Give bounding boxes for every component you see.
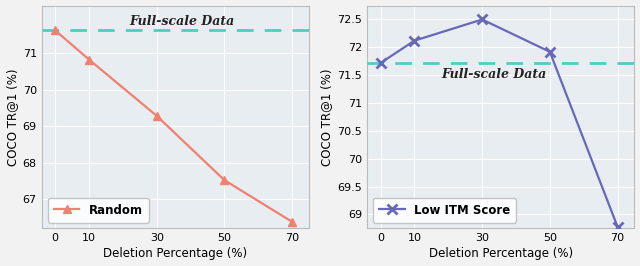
Legend: Random: Random — [47, 198, 149, 223]
Legend: Low ITM Score: Low ITM Score — [373, 198, 516, 223]
X-axis label: Deletion Percentage (%): Deletion Percentage (%) — [103, 247, 248, 260]
X-axis label: Deletion Percentage (%): Deletion Percentage (%) — [429, 247, 573, 260]
Y-axis label: COCO TR@1 (%): COCO TR@1 (%) — [320, 68, 333, 166]
Y-axis label: COCO TR@1 (%): COCO TR@1 (%) — [6, 68, 19, 166]
Text: Full-scale Data: Full-scale Data — [130, 15, 235, 28]
Text: Full-scale Data: Full-scale Data — [442, 68, 547, 81]
